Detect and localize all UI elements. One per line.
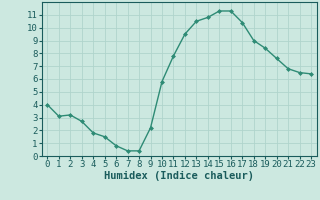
X-axis label: Humidex (Indice chaleur): Humidex (Indice chaleur) (104, 171, 254, 181)
